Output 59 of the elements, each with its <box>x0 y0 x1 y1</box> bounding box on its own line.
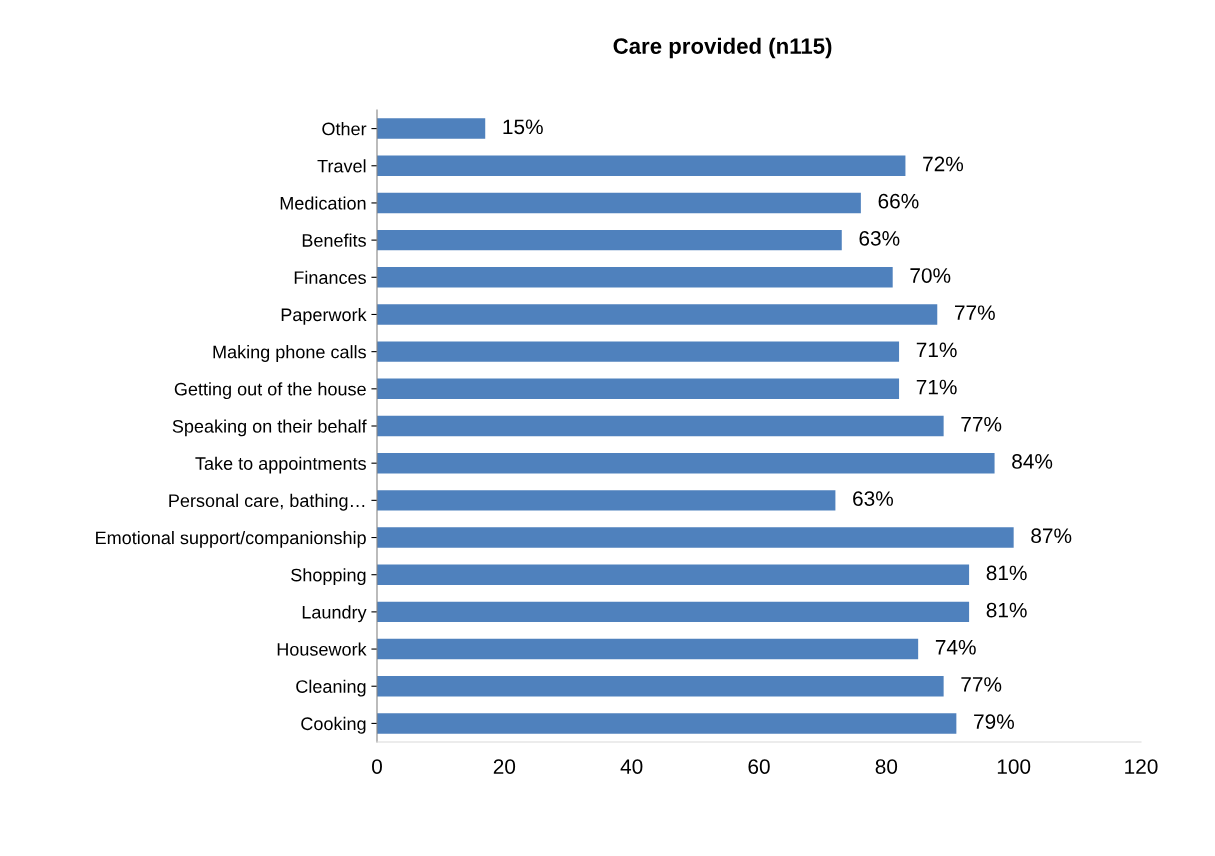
bar <box>377 267 893 288</box>
bar <box>377 155 906 176</box>
y-tick-label: Housework <box>277 642 367 656</box>
y-tick-label: Shopping <box>291 568 366 585</box>
bar <box>377 564 970 585</box>
annotation: 81% <box>986 602 1027 618</box>
bar <box>377 341 900 362</box>
x-tick-label: 0 <box>372 759 382 774</box>
bar <box>377 304 938 325</box>
annotation: 71% <box>916 342 957 358</box>
y-tick-label: Making phone calls <box>213 345 366 362</box>
x-tick-label: 80 <box>875 759 898 774</box>
annotation: 70% <box>910 268 951 283</box>
y-tick-label: Other <box>322 122 367 136</box>
y-tick-label: Benefits <box>302 233 366 247</box>
y-tick-label: Cooking <box>301 716 366 734</box>
x-tick-label: 120 <box>1125 759 1158 774</box>
y-tick-label: Personal care, bathing… <box>169 493 365 511</box>
annotation: 77% <box>955 305 995 320</box>
y-tick-label: Medication <box>280 196 366 210</box>
annotation: 15% <box>503 119 543 135</box>
annotation: 79% <box>974 714 1014 729</box>
bar <box>377 490 836 511</box>
bar <box>377 415 944 437</box>
bar <box>377 378 900 400</box>
y-tick-label: Take to appointments <box>195 456 366 474</box>
annotation: 74% <box>935 639 976 655</box>
annotation: 72% <box>923 156 964 172</box>
y-tick-label: Speaking on their behalf <box>172 419 367 437</box>
annotation: 84% <box>1012 454 1053 469</box>
chart-title: Care provided (n115) <box>613 37 832 59</box>
bar <box>377 527 1014 548</box>
bar <box>377 601 970 623</box>
bar <box>377 229 842 251</box>
x-tick-label: 100 <box>997 759 1031 774</box>
annotation: 87% <box>1031 528 1072 544</box>
bar <box>377 118 486 139</box>
annotation: 66% <box>878 193 919 209</box>
x-tick-label: 40 <box>620 759 643 774</box>
y-tick-label: Travel <box>317 159 366 173</box>
bar <box>377 192 861 214</box>
annotation: 81% <box>986 565 1027 581</box>
y-tick-label: Emotional support/companionship <box>96 530 366 548</box>
y-tick-label: Cleaning <box>296 679 366 697</box>
x-tick-label: 60 <box>748 759 770 774</box>
bar <box>377 713 957 734</box>
annotation: 77% <box>961 416 1002 432</box>
annotation: 71% <box>916 379 957 395</box>
y-tick-label: Paperwork <box>281 307 367 325</box>
y-tick-label: Laundry <box>302 605 367 623</box>
y-tick-label: Getting out of the house <box>174 382 366 400</box>
annotation: 77% <box>961 677 1002 692</box>
x-tick-label: 20 <box>493 759 516 774</box>
bar <box>377 452 995 474</box>
bar <box>377 638 919 660</box>
annotation: 63% <box>859 230 900 246</box>
bar <box>377 676 944 697</box>
y-tick-label: Finances <box>294 270 366 285</box>
annotation: 63% <box>853 491 894 506</box>
